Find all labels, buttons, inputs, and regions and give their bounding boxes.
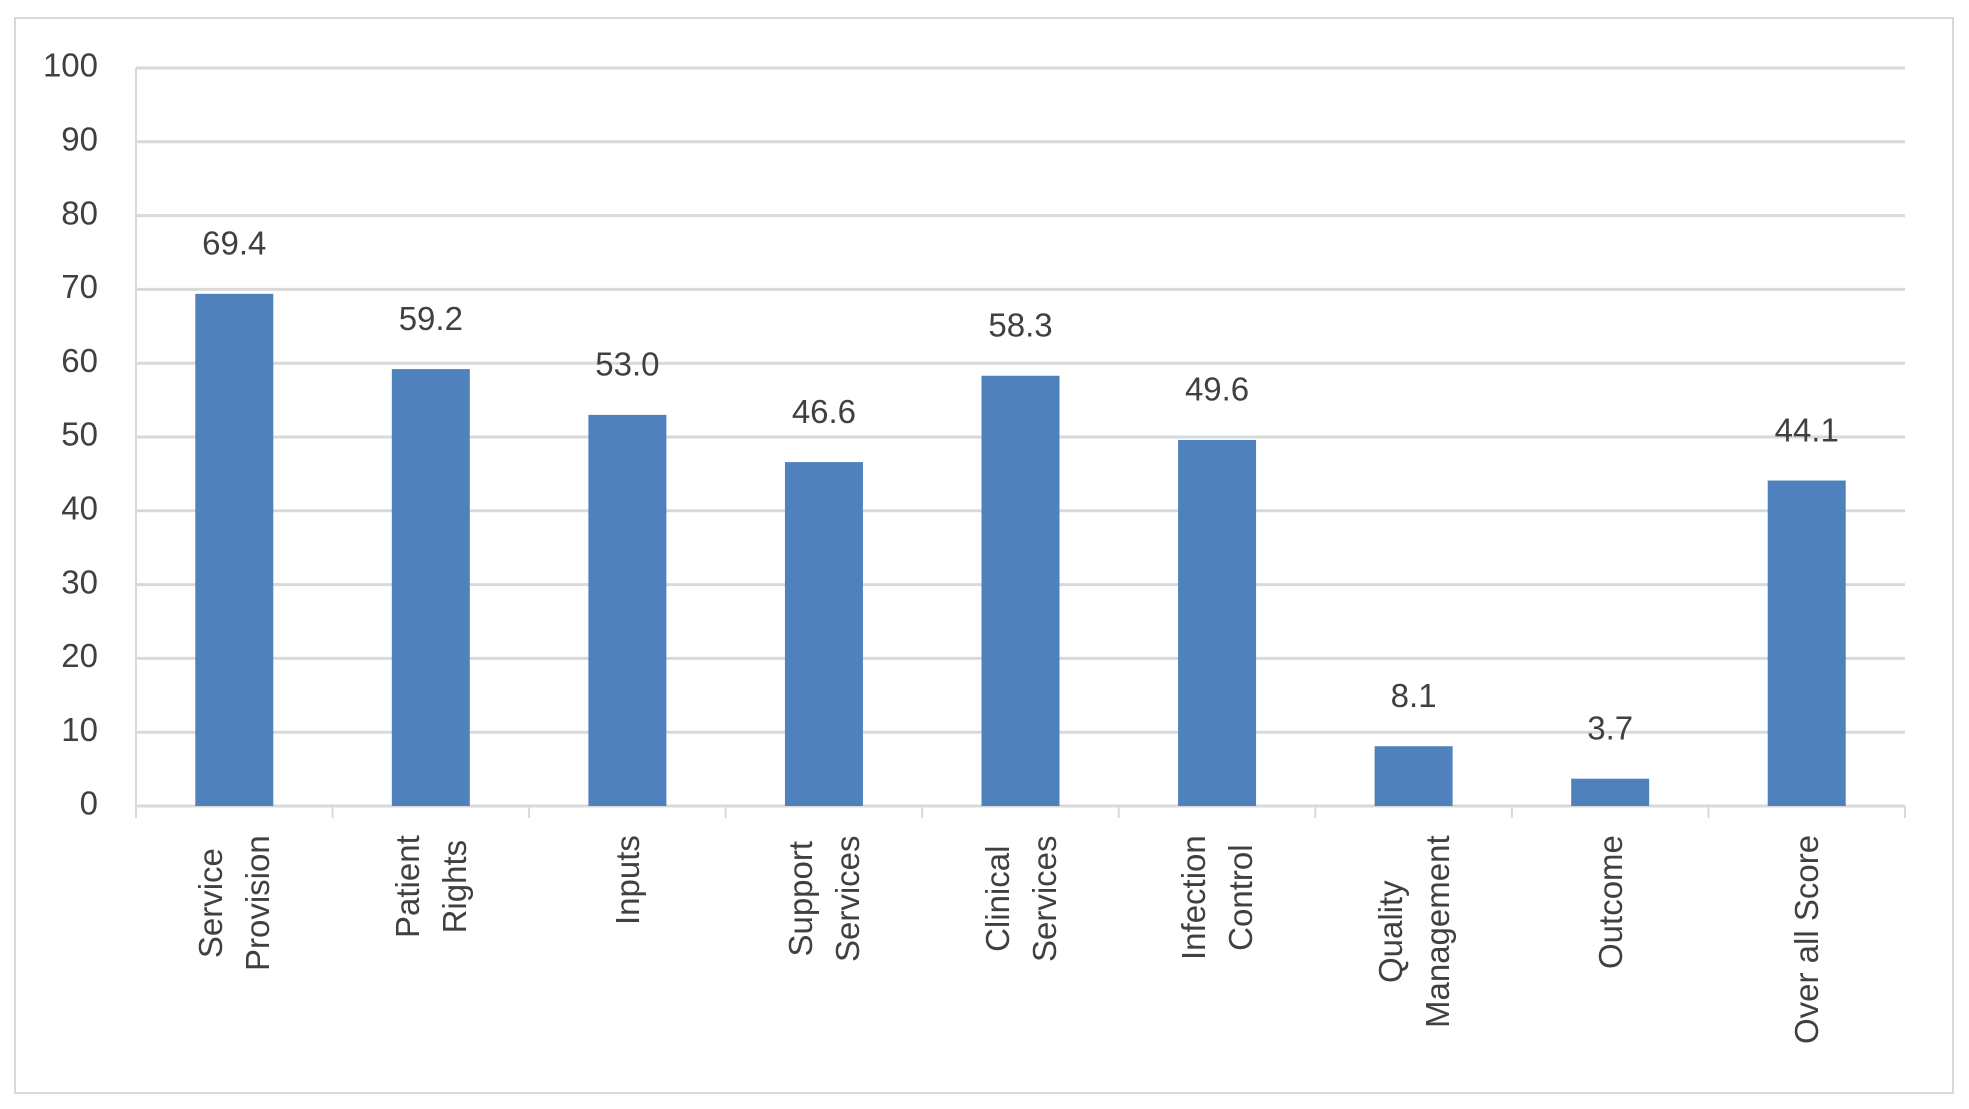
value-label: 58.3 bbox=[988, 306, 1052, 343]
bar bbox=[588, 414, 667, 806]
x-tick-label: Inputs bbox=[608, 835, 646, 925]
y-tick-label: 90 bbox=[61, 121, 98, 158]
value-label: 44.1 bbox=[1775, 411, 1839, 448]
y-tick-label: 30 bbox=[61, 563, 98, 600]
value-label: 69.4 bbox=[202, 225, 266, 262]
value-label: 8.1 bbox=[1391, 677, 1437, 714]
x-tick-label: Infection Control bbox=[1175, 835, 1260, 960]
bar bbox=[1178, 439, 1257, 806]
x-tick-label: Service Provision bbox=[192, 835, 277, 971]
y-tick-label: 80 bbox=[61, 194, 98, 231]
chart-border bbox=[14, 17, 1954, 1094]
bar bbox=[784, 462, 863, 806]
bar bbox=[981, 375, 1060, 806]
y-tick-label: 70 bbox=[61, 268, 98, 305]
bar bbox=[391, 369, 470, 806]
x-tick-label: Support Services bbox=[781, 835, 866, 962]
y-tick-label: 50 bbox=[61, 416, 98, 453]
x-tick-label: Outcome bbox=[1591, 835, 1629, 969]
x-tick-label: Patient Rights bbox=[388, 835, 473, 938]
x-tick-label: Quality Management bbox=[1371, 835, 1456, 1028]
value-label: 49.6 bbox=[1185, 371, 1249, 408]
bar bbox=[1374, 746, 1453, 806]
y-tick-label: 10 bbox=[61, 711, 98, 748]
bar bbox=[195, 293, 274, 806]
y-tick-label: 0 bbox=[80, 785, 98, 822]
value-label: 46.6 bbox=[792, 393, 856, 430]
value-label: 3.7 bbox=[1587, 709, 1633, 746]
y-tick-label: 60 bbox=[61, 342, 98, 379]
x-tick-label: Over all Score bbox=[1788, 834, 1826, 1044]
y-tick-label: 40 bbox=[61, 490, 98, 527]
value-label: 59.2 bbox=[399, 300, 463, 337]
y-tick-label: 100 bbox=[43, 47, 98, 84]
y-tick-label: 20 bbox=[61, 637, 98, 674]
bar bbox=[1571, 778, 1650, 806]
bar bbox=[1767, 480, 1846, 806]
x-tick-label: Clinical Services bbox=[978, 835, 1063, 962]
value-label: 53.0 bbox=[595, 346, 659, 383]
